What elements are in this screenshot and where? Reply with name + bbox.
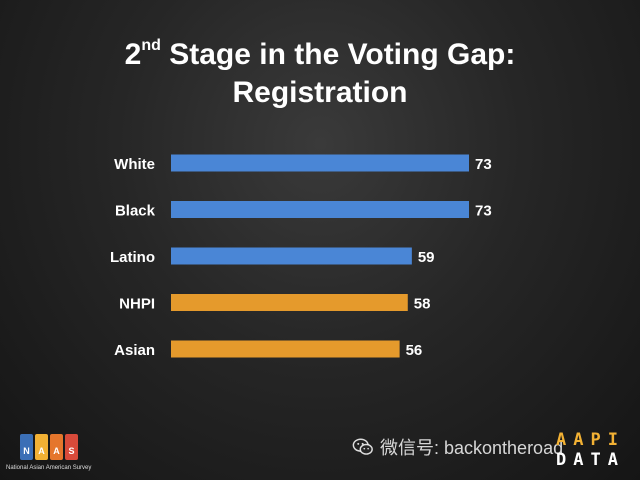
naas-logo-letter: A bbox=[50, 434, 63, 460]
naas-logo-letter: A bbox=[35, 434, 48, 460]
chart-title-line2: Registration bbox=[232, 76, 408, 109]
title-ordinal-suffix: nd bbox=[141, 37, 161, 54]
value-label: 73 bbox=[475, 203, 492, 220]
title-line1-text: Stage in the Voting Gap: bbox=[160, 38, 516, 71]
category-label: Latino bbox=[110, 249, 155, 266]
title-ordinal-number: 2 bbox=[124, 38, 142, 71]
category-label: Asian bbox=[114, 342, 155, 359]
aapi-logo-bottom: DATA bbox=[556, 450, 625, 470]
category-label: NHPI bbox=[119, 296, 155, 313]
naas-logo: N A A S National Asian American Survey bbox=[6, 428, 106, 476]
aapi-data-logo: AAPI DATA bbox=[556, 430, 630, 474]
chart-title-line1: 2nd Stage in the Voting Gap: bbox=[0, 36, 640, 74]
category-label: Black bbox=[115, 203, 156, 220]
naas-logo-letter: S bbox=[65, 434, 78, 460]
bar-asian bbox=[171, 340, 400, 358]
value-label: 73 bbox=[475, 156, 492, 173]
naas-caption: National Asian American Survey bbox=[6, 465, 92, 471]
bar-latino bbox=[171, 247, 412, 265]
value-label: 56 bbox=[406, 342, 423, 359]
naas-logo-letter: N bbox=[20, 434, 33, 460]
bar-nhpi bbox=[171, 294, 408, 311]
value-label: 58 bbox=[414, 296, 431, 313]
wechat-watermark: 微信号: backontheroad bbox=[352, 434, 563, 460]
value-label: 59 bbox=[418, 249, 435, 266]
bar-white bbox=[171, 154, 469, 172]
watermark-text: 微信号: backontheroad bbox=[380, 438, 564, 458]
aapi-logo-top: AAPI bbox=[556, 430, 625, 450]
bar-black bbox=[171, 201, 469, 218]
category-label: White bbox=[114, 156, 155, 173]
wechat-icon bbox=[352, 438, 373, 455]
chart-title: 2nd Stage in the Voting Gap: Registratio… bbox=[0, 36, 640, 112]
